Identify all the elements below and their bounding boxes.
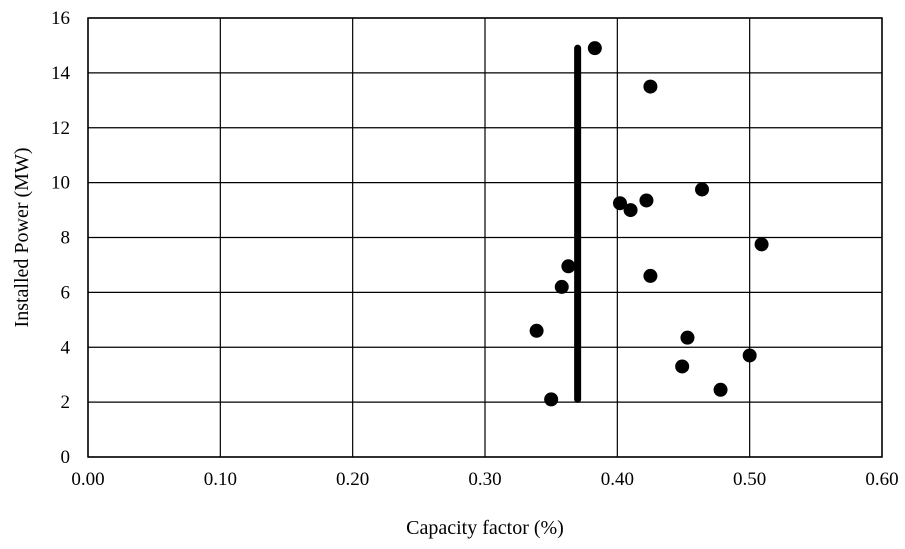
data-point: [554, 279, 569, 294]
x-tick-label: 0.20: [336, 469, 369, 490]
data-point: [695, 182, 710, 197]
data-point: [754, 237, 769, 252]
x-tick-label: 0.60: [865, 469, 898, 490]
y-axis-tick-labels: 0 2 4 6 8 10 12 14 16: [51, 8, 71, 468]
data-point: [544, 392, 559, 407]
y-tick-label: 2: [61, 392, 71, 413]
x-axis-tick-labels: 0.00 0.10 0.20 0.30 0.40 0.50 0.60: [71, 469, 898, 490]
y-tick-label: 4: [61, 337, 71, 358]
data-point: [713, 382, 728, 397]
data-point: [643, 79, 658, 94]
y-tick-label: 8: [61, 228, 71, 249]
y-tick-label: 14: [51, 63, 71, 84]
y-tick-label: 0: [61, 447, 71, 468]
x-axis-title: Capacity factor (%): [406, 517, 564, 539]
data-point: [639, 193, 654, 208]
data-point: [675, 359, 690, 374]
x-tick-label: 0.40: [601, 469, 634, 490]
x-tick-label: 0.10: [204, 469, 237, 490]
x-tick-label: 0.30: [468, 469, 501, 490]
data-point: [680, 330, 695, 345]
plot-area-frame: [87, 17, 883, 458]
y-tick-label: 12: [51, 118, 70, 139]
y-tick-label: 16: [51, 8, 70, 29]
gridlines: [87, 17, 883, 458]
data-point: [587, 41, 602, 56]
y-tick-label: 6: [61, 282, 71, 303]
y-axis-title: Installed Power (MW): [11, 148, 33, 328]
data-point: [643, 268, 658, 283]
data-point: [742, 348, 757, 363]
x-tick-label: 0.00: [71, 469, 104, 490]
data-point: [623, 203, 638, 218]
data-point: [561, 259, 576, 274]
data-point: [612, 196, 627, 211]
x-tick-label: 0.50: [733, 469, 766, 490]
data-points: [529, 41, 769, 407]
y-tick-label: 10: [51, 173, 70, 194]
data-point: [529, 323, 544, 338]
